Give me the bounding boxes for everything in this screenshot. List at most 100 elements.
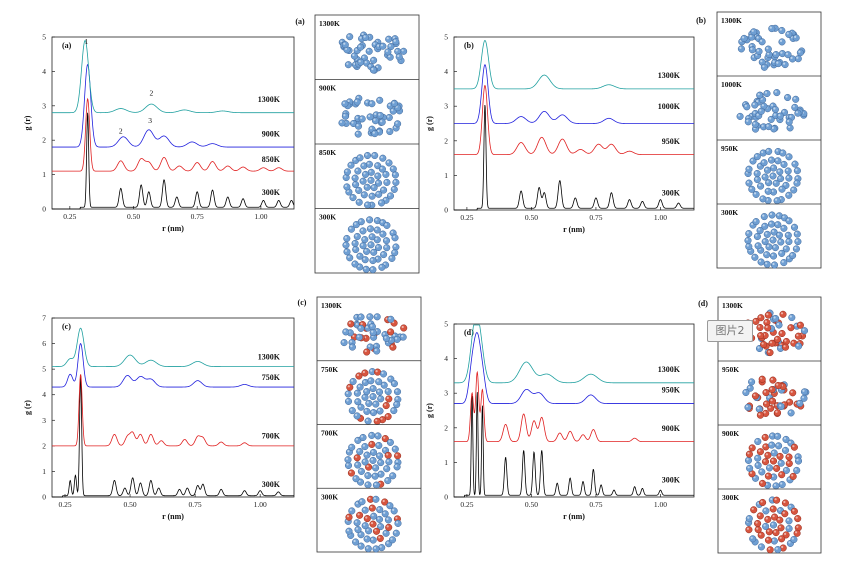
atom-blue: [737, 45, 745, 53]
atom-highlight: [382, 383, 385, 386]
atom-highlight: [784, 532, 787, 536]
atom-blue: [399, 333, 407, 341]
atom-highlight: [357, 335, 360, 338]
atom-blue: [382, 334, 390, 343]
atom-blue: [359, 433, 367, 442]
atom-blue: [763, 260, 771, 268]
atom-blue: [751, 101, 759, 109]
atom-highlight: [369, 170, 372, 173]
atom-highlight: [375, 227, 378, 231]
atom-blue: [371, 130, 379, 138]
series-label-1300K: 1300K: [658, 365, 681, 374]
atom-blue: [369, 536, 377, 544]
atom-highlight: [771, 458, 774, 462]
atom-highlight: [391, 230, 394, 234]
atom-blue: [348, 443, 356, 451]
atom-blue: [748, 185, 756, 193]
atom-highlight: [780, 482, 783, 485]
atom-blue: [770, 449, 778, 457]
atom-highlight: [385, 317, 388, 320]
atom-blue: [761, 173, 769, 181]
atom-blue: [341, 100, 349, 108]
atom-red: [757, 314, 765, 322]
y-tick-label: 2: [444, 423, 448, 432]
atom-blue: [377, 470, 385, 478]
atom-blue: [353, 389, 361, 397]
atom-highlight: [747, 516, 750, 519]
atom-blue: [369, 66, 377, 74]
atom-highlight: [753, 319, 757, 322]
atom-highlight: [767, 395, 770, 398]
atom-blue: [355, 186, 363, 194]
atom-red: [778, 471, 786, 479]
snapshot-panel-label: (b): [696, 16, 706, 25]
atom-red: [400, 324, 408, 332]
atom-highlight: [375, 218, 378, 221]
atom-highlight: [778, 508, 781, 511]
atom-highlight: [371, 410, 374, 413]
atom-cluster: [744, 211, 802, 269]
y-tick-label: 5: [444, 33, 448, 42]
atom-highlight: [755, 521, 758, 524]
atom-highlight: [774, 466, 777, 469]
atom-highlight: [759, 109, 762, 112]
atom-highlight: [772, 230, 775, 233]
atom-blue: [345, 527, 353, 535]
atom-blue: [757, 258, 765, 266]
watermark-stamp[interactable]: 图片2: [707, 320, 753, 342]
atom-blue: [770, 164, 778, 172]
atom-blue: [363, 183, 371, 191]
atom-highlight: [771, 506, 774, 510]
atom-blue: [376, 506, 384, 514]
atom-highlight: [359, 544, 362, 547]
series-line-1000K: [454, 64, 694, 124]
atom-highlight: [365, 325, 368, 329]
atom-highlight: [352, 334, 355, 338]
y-tick-label: 2: [42, 136, 46, 145]
atom-blue: [753, 176, 761, 184]
atom-blue: [382, 170, 390, 178]
atom-highlight: [771, 253, 774, 257]
snapshot-panel-b: (b) 1300K 1000K 950K 300K: [696, 11, 822, 269]
atom-blue: [366, 225, 374, 233]
atom-highlight: [371, 386, 374, 389]
atom-highlight: [770, 497, 773, 501]
atom-highlight: [763, 390, 767, 393]
atom-blue: [390, 507, 398, 515]
atom-highlight: [355, 455, 358, 458]
atom-highlight: [353, 62, 356, 65]
atom-highlight: [794, 468, 797, 471]
atom-highlight: [771, 189, 774, 193]
atom-highlight: [386, 160, 390, 163]
atom-highlight: [383, 198, 387, 201]
atom-highlight: [774, 181, 777, 184]
atom-highlight: [393, 180, 396, 183]
atom-blue: [389, 472, 397, 480]
atom-highlight: [386, 414, 389, 417]
atom-blue: [767, 156, 776, 164]
atom-highlight: [787, 400, 790, 403]
atom-highlight: [379, 545, 382, 548]
atom-highlight: [753, 111, 756, 114]
atom-highlight: [769, 222, 772, 225]
atom-blue: [760, 63, 768, 71]
atom-highlight: [362, 192, 365, 195]
x-tick-label: 0.75: [191, 212, 204, 221]
atom-blue: [393, 388, 402, 396]
series-line-1300K: [454, 324, 694, 384]
atom-red: [779, 310, 787, 318]
atom-blue: [763, 230, 771, 238]
atom-highlight: [794, 181, 798, 184]
atom-highlight: [373, 42, 376, 45]
atom-highlight: [373, 546, 377, 550]
atom-highlight: [779, 461, 782, 464]
atom-highlight: [763, 411, 766, 414]
atom-highlight: [386, 541, 389, 544]
x-tick-label: 1.00: [654, 500, 667, 509]
atom-highlight: [758, 184, 761, 187]
atom-highlight: [363, 172, 366, 175]
atom-highlight: [378, 524, 381, 527]
atom-highlight: [758, 164, 761, 167]
atom-blue: [400, 47, 408, 55]
atom-highlight: [344, 47, 348, 50]
